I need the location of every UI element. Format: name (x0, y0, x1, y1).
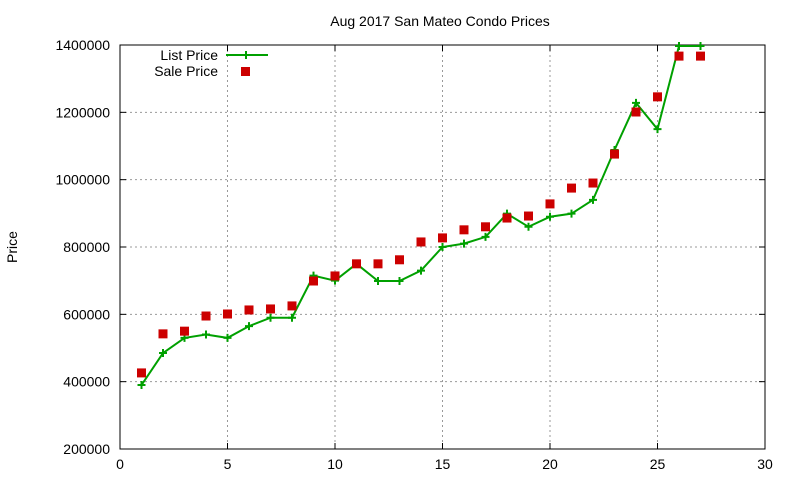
x-tick-label: 30 (757, 456, 773, 472)
list-price-point (567, 209, 576, 218)
list-price-point (223, 333, 232, 342)
list-price-point (417, 266, 425, 275)
y-tick-label: 800000 (63, 239, 110, 255)
y-tick-label: 1200000 (55, 104, 110, 120)
sale-price-point (201, 311, 211, 321)
sale-price-point (481, 222, 490, 232)
sale-price-point (309, 276, 318, 286)
sale-price-point (524, 211, 533, 221)
sale-price-point (696, 51, 705, 61)
list-price-point (266, 313, 275, 322)
x-tick-label: 15 (435, 456, 451, 472)
x-tick-label: 0 (116, 456, 124, 472)
sale-price-point (588, 178, 598, 188)
y-tick-label: 200000 (63, 441, 110, 457)
sale-price-point (373, 259, 383, 269)
sale-price-point (180, 326, 189, 336)
sale-price-point (416, 237, 426, 247)
sale-price-point (223, 309, 232, 319)
legend-marker-sale-price (241, 67, 250, 76)
list-price-line (140, 45, 701, 386)
list-price-point (653, 125, 662, 134)
x-tick-label: 25 (650, 456, 666, 472)
x-tick-label: 5 (224, 456, 232, 472)
list-price-point (245, 322, 253, 331)
y-tick-label: 1400000 (55, 37, 110, 53)
sale-price-point (502, 213, 512, 223)
list-price-point (137, 381, 146, 390)
y-axis-label: Price (4, 231, 20, 263)
list-price-point (481, 232, 490, 241)
sale-price-point (352, 259, 361, 269)
list-price-point (374, 277, 382, 286)
list-price-point (675, 42, 683, 51)
sale-price-point (287, 301, 297, 311)
sale-price-point (653, 92, 662, 102)
sale-price-point (631, 107, 641, 117)
sale-price-point (266, 304, 275, 314)
chart-title: Aug 2017 San Mateo Condo Prices (330, 13, 549, 29)
sale-price-point (567, 183, 576, 193)
list-price-point (460, 239, 468, 248)
sale-price-point (395, 255, 404, 265)
sale-price-point (330, 271, 340, 281)
y-tick-label: 400000 (63, 374, 110, 390)
sale-price-point (545, 199, 555, 209)
plot-border (119, 44, 766, 450)
list-price-point (288, 313, 296, 322)
legend-marker-list-price (242, 51, 250, 59)
x-tick-label: 20 (542, 456, 558, 472)
y-tick-label: 600000 (63, 306, 110, 322)
list-price-point (159, 349, 167, 358)
list-price-point (524, 222, 533, 231)
sale-price-point (244, 305, 254, 315)
sale-price-point (610, 149, 619, 159)
list-price-point (546, 212, 554, 221)
x-tick-label: 10 (327, 456, 343, 472)
legend: List Price Sale Price (154, 47, 268, 79)
list-price-point (589, 195, 597, 204)
sale-price-point (158, 329, 168, 339)
sale-price-point (674, 51, 684, 61)
sale-price-point (459, 225, 469, 235)
sale-price-point (438, 233, 447, 243)
list-price-point (632, 98, 640, 107)
legend-label-sale-price: Sale Price (154, 63, 218, 79)
data-marks (137, 42, 705, 390)
list-price-point (696, 42, 705, 51)
list-price-point (202, 330, 210, 339)
legend-label-list-price: List Price (160, 47, 218, 63)
sale-price-point (137, 368, 146, 378)
list-price-point (395, 277, 404, 286)
list-price-point (438, 243, 447, 251)
y-tick-label: 1000000 (55, 172, 110, 188)
